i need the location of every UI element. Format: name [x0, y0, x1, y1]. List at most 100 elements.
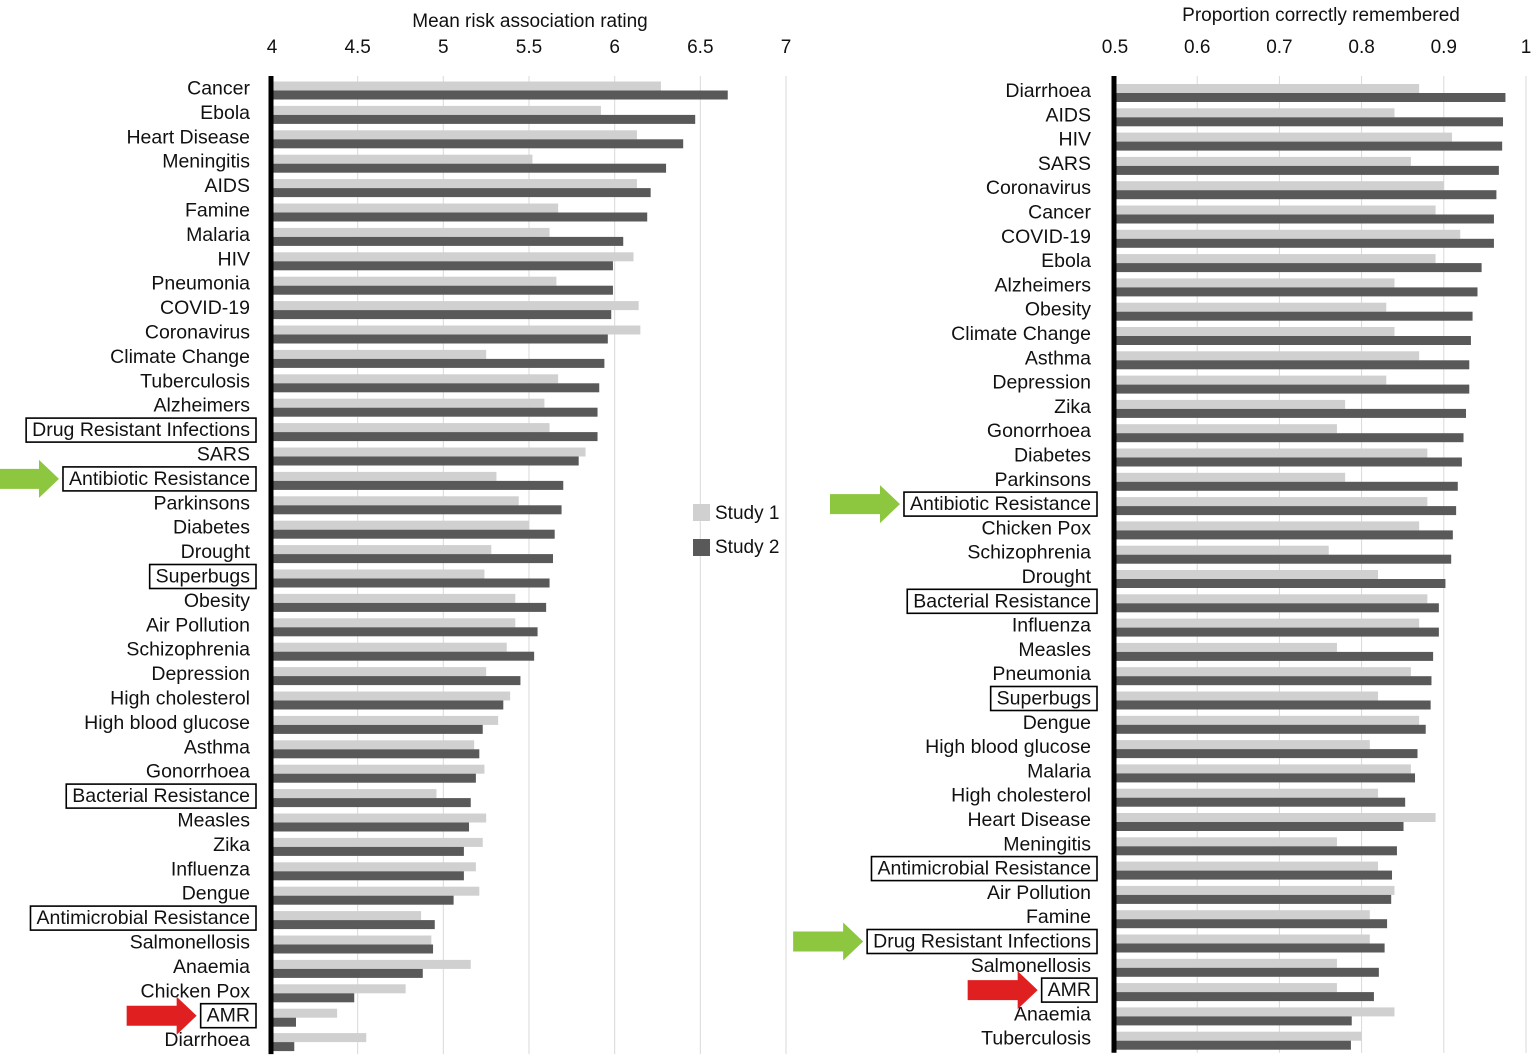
- bar-study-1: [272, 423, 550, 433]
- bar-study-2: [1115, 311, 1473, 321]
- bar-study-2: [272, 944, 434, 954]
- bar-study-2: [1115, 846, 1397, 856]
- category-label: Chicken Pox: [141, 980, 251, 1002]
- bar-study-1: [1115, 351, 1420, 361]
- category-label: HIV: [1058, 129, 1091, 151]
- category-label: Gonorrhoea: [146, 761, 250, 783]
- category-label: Drug Resistant Infections: [32, 419, 250, 441]
- bar-study-2: [272, 700, 504, 710]
- bar-study-1: [272, 105, 601, 115]
- category-label: Measles: [1018, 639, 1091, 661]
- bar-study-1: [272, 813, 487, 823]
- bar-study-2: [1115, 1040, 1351, 1050]
- category-label: Climate Change: [110, 346, 250, 368]
- category-label: Gonorrhoea: [987, 420, 1091, 442]
- bar-study-1: [272, 789, 437, 799]
- bar-study-1: [1115, 497, 1428, 507]
- category-label: AMR: [207, 1005, 250, 1027]
- bar-study-2: [1115, 967, 1379, 977]
- category-label: Pneumonia: [151, 273, 250, 295]
- bar-study-2: [272, 188, 651, 198]
- bar-study-2: [1115, 238, 1494, 248]
- bar-study-1: [1115, 132, 1453, 142]
- bar-study-2: [1115, 360, 1470, 370]
- bar-study-2: [272, 724, 483, 734]
- category-label: Anaemia: [173, 956, 250, 978]
- bar-study-1: [1115, 108, 1395, 118]
- category-label: High cholesterol: [951, 785, 1091, 807]
- category-label: Schizophrenia: [967, 542, 1091, 564]
- highlight-box: [906, 588, 1098, 615]
- bar-study-1: [1115, 181, 1444, 191]
- bar-study-1: [1115, 424, 1337, 434]
- category-label: Ebola: [200, 102, 250, 124]
- legend-swatch-study-2: [693, 539, 710, 556]
- bar-study-2: [272, 651, 535, 661]
- bar-study-1: [1115, 667, 1411, 677]
- category-label: Air Pollution: [146, 614, 250, 636]
- legend-swatch-study-1: [693, 504, 710, 521]
- category-label: Superbugs: [997, 688, 1092, 710]
- category-label: Obesity: [1025, 299, 1091, 321]
- x-tick-label: 6: [609, 37, 620, 58]
- bar-study-1: [1115, 84, 1420, 93]
- bar-study-2: [272, 1017, 296, 1027]
- bar-study-1: [1115, 1031, 1362, 1041]
- bar-study-2: [272, 895, 454, 905]
- bar-study-2: [1115, 1016, 1352, 1026]
- category-label: Antimicrobial Resistance: [36, 907, 250, 929]
- bar-study-1: [1115, 375, 1387, 385]
- category-label: Meningitis: [162, 151, 250, 173]
- left-axis-title: Mean risk association rating: [412, 11, 648, 32]
- bar-study-1: [272, 179, 637, 189]
- bar-study-2: [1115, 894, 1392, 904]
- legend-label-study-1: Study 1: [715, 503, 779, 524]
- category-label: Influenza: [171, 858, 250, 880]
- bar-study-1: [1115, 740, 1370, 750]
- bar-study-2: [1115, 214, 1494, 224]
- bar-study-1: [272, 398, 545, 408]
- bar-study-2: [272, 114, 696, 124]
- category-label: SARS: [197, 444, 250, 466]
- category-label: Measles: [177, 810, 250, 832]
- highlight-box: [25, 417, 257, 443]
- bar-study-1: [272, 325, 641, 335]
- bar-study-2: [1115, 263, 1482, 273]
- bar-study-2: [272, 383, 600, 393]
- green-arrow-icon: [829, 485, 900, 524]
- x-tick-label: 0.9: [1431, 37, 1457, 58]
- x-tick-label: 4: [267, 37, 278, 58]
- legend-label-study-2: Study 2: [715, 537, 779, 558]
- bar-study-1: [1115, 254, 1436, 264]
- bar-study-2: [1115, 579, 1446, 588]
- category-label: Malaria: [186, 224, 250, 246]
- bar-study-2: [272, 920, 435, 930]
- category-label: Diabetes: [1014, 445, 1091, 467]
- category-label: Antibiotic Resistance: [69, 468, 250, 490]
- bar-study-2: [1115, 336, 1471, 345]
- bar-study-1: [1115, 278, 1395, 288]
- green-arrow-icon: [793, 922, 864, 961]
- bar-study-1: [272, 203, 559, 213]
- category-label: Anaemia: [1014, 1003, 1091, 1025]
- category-label: Climate Change: [951, 323, 1091, 345]
- bar-study-2: [1115, 870, 1393, 880]
- category-label: Diabetes: [173, 517, 250, 539]
- bar-study-1: [1115, 472, 1346, 482]
- category-label: Tuberculosis: [140, 370, 250, 392]
- category-label: Diarrhoea: [1005, 80, 1091, 102]
- bar-study-1: [272, 569, 485, 579]
- category-label: Zika: [213, 834, 250, 856]
- category-label: Superbugs: [156, 566, 251, 588]
- category-label: Drought: [1022, 566, 1092, 588]
- bar-study-2: [272, 261, 613, 271]
- category-label: Drought: [181, 541, 251, 563]
- bar-study-1: [1115, 691, 1379, 701]
- red-arrow-icon: [126, 996, 197, 1035]
- bar-study-2: [1115, 457, 1462, 467]
- bar-study-1: [1115, 618, 1420, 628]
- bar-study-2: [272, 90, 728, 100]
- bar-study-2: [1115, 651, 1434, 661]
- bar-study-1: [272, 447, 586, 457]
